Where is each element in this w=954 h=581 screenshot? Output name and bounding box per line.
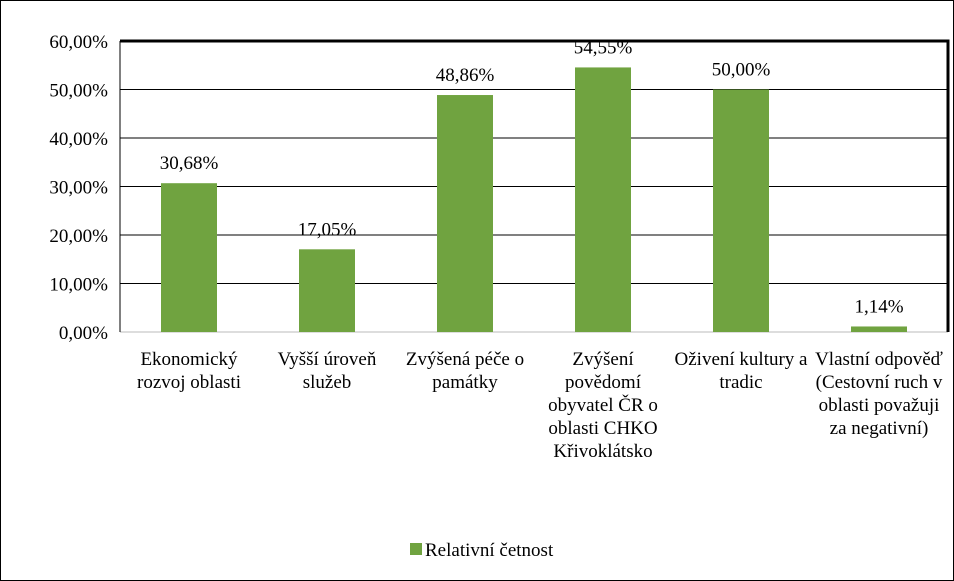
data-label: 1,14% — [854, 296, 903, 317]
bar — [299, 249, 355, 332]
bar — [161, 183, 217, 332]
x-tick-label: Zvýšená péče o památky — [406, 349, 524, 393]
y-tick-label: 10,00% — [49, 275, 108, 296]
y-tick-label: 50,00% — [49, 81, 108, 102]
bar — [437, 95, 493, 333]
data-label: 54,55% — [574, 37, 633, 58]
y-tick-label: 40,00% — [49, 129, 108, 150]
data-label: 30,68% — [160, 153, 219, 174]
data-label: 50,00% — [712, 60, 771, 81]
x-tick-label: Oživení kultury a tradic — [675, 349, 809, 393]
x-tick-label: Vlastní odpověď (Cestovní ruch v oblasti p… — [815, 349, 943, 439]
y-tick-label: 60,00% — [49, 32, 108, 53]
x-tick-label: Zvýšení povědomí obyvatel ČR o oblasti CHKO… — [548, 349, 658, 462]
plot-frame — [120, 39, 950, 332]
x-tick-label: Ekonomický rozvoj oblasti — [137, 349, 241, 393]
x-tick-label: Vyšší úroveň služeb — [278, 349, 377, 393]
bar — [575, 67, 631, 333]
bar — [713, 89, 769, 332]
y-tick-label: 30,00% — [49, 178, 108, 199]
legend-swatch — [410, 543, 422, 555]
data-label: 17,05% — [298, 219, 357, 240]
bar — [851, 326, 907, 332]
y-tick-label: 20,00% — [49, 226, 108, 247]
legend-label: Relativní četnost — [425, 540, 554, 561]
y-tick-label: 0,00% — [59, 323, 108, 344]
data-label: 48,86% — [436, 65, 495, 86]
